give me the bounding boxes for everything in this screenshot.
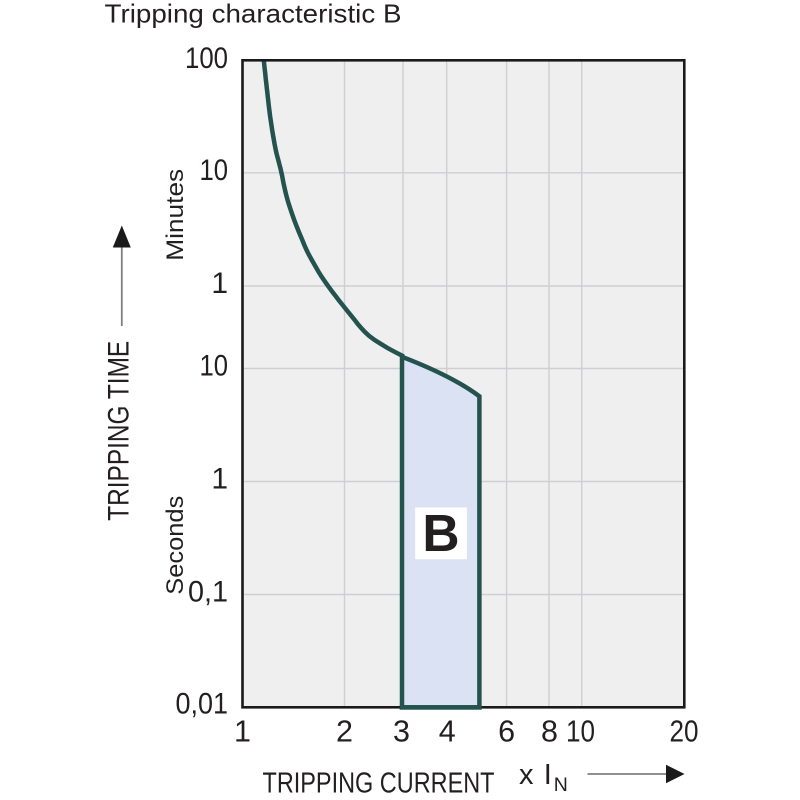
svg-text:Minutes: Minutes xyxy=(162,169,189,261)
svg-text:0,1: 0,1 xyxy=(188,576,228,609)
svg-text:B: B xyxy=(422,504,459,562)
svg-text:N: N xyxy=(554,774,568,796)
svg-text:I: I xyxy=(544,759,552,791)
svg-text:10: 10 xyxy=(566,715,595,749)
svg-text:1: 1 xyxy=(211,267,228,300)
svg-text:10: 10 xyxy=(200,154,229,187)
svg-text:4: 4 xyxy=(439,715,456,749)
svg-text:1: 1 xyxy=(211,463,228,496)
svg-text:Seconds: Seconds xyxy=(162,496,189,595)
svg-text:8: 8 xyxy=(541,715,558,749)
svg-text:6: 6 xyxy=(498,715,515,749)
svg-text:Tripping characteristic B: Tripping characteristic B xyxy=(105,1,402,29)
svg-text:TRIPPING CURRENT: TRIPPING CURRENT xyxy=(263,768,495,800)
svg-text:10: 10 xyxy=(200,350,229,383)
svg-text:2: 2 xyxy=(336,715,353,749)
svg-text:0,01: 0,01 xyxy=(176,687,229,720)
svg-text:20: 20 xyxy=(670,715,699,749)
svg-text:3: 3 xyxy=(393,715,410,749)
svg-text:TRIPPING TIME: TRIPPING TIME xyxy=(103,341,136,521)
svg-text:x: x xyxy=(519,759,534,791)
svg-text:100: 100 xyxy=(185,42,228,75)
svg-text:1: 1 xyxy=(234,715,251,749)
